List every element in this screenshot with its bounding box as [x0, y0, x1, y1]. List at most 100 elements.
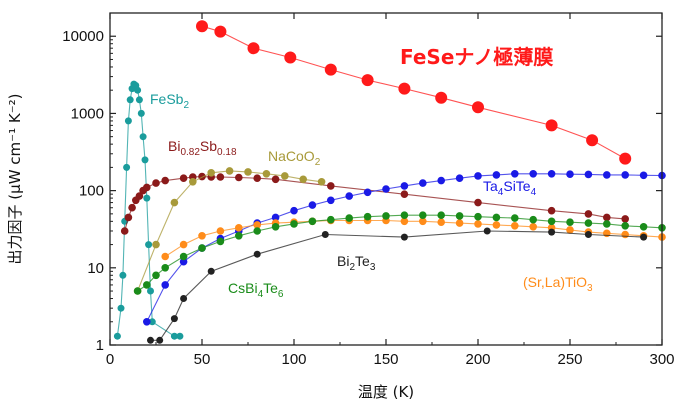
- data-point: [455, 219, 464, 227]
- data-point: [363, 212, 372, 221]
- data-point: [621, 222, 629, 230]
- data-point: [133, 287, 142, 295]
- x-tick-label: 250: [557, 351, 582, 368]
- data-point: [327, 215, 335, 224]
- data-point: [621, 215, 629, 223]
- data-point: [492, 221, 501, 229]
- x-tick-label: 200: [465, 351, 490, 368]
- data-point: [398, 82, 411, 95]
- data-point: [161, 281, 169, 289]
- data-point: [455, 212, 464, 220]
- data-point: [284, 51, 297, 64]
- series-7: [147, 227, 648, 344]
- data-point: [603, 171, 611, 179]
- data-point: [253, 174, 261, 182]
- data-point: [179, 174, 188, 182]
- data-point: [455, 174, 464, 182]
- series-label-fesb2: FeSb2: [150, 91, 189, 111]
- data-point: [207, 169, 215, 177]
- data-point: [225, 167, 234, 175]
- data-point: [216, 173, 225, 181]
- data-point: [437, 218, 446, 226]
- data-point: [119, 271, 127, 279]
- data-point: [198, 232, 206, 240]
- data-point: [492, 213, 501, 222]
- data-point: [621, 171, 629, 179]
- data-point: [189, 178, 197, 186]
- data-point: [161, 264, 169, 272]
- data-point: [126, 96, 134, 104]
- data-point: [281, 172, 289, 180]
- data-point: [640, 233, 648, 241]
- data-point: [492, 171, 501, 179]
- x-tick-label: 300: [649, 351, 674, 368]
- data-point: [327, 182, 335, 190]
- data-point: [271, 213, 280, 222]
- series-2: [120, 172, 629, 235]
- series-1: [113, 80, 184, 340]
- data-point: [400, 182, 409, 190]
- data-point: [529, 170, 537, 178]
- data-point: [361, 74, 374, 87]
- data-point: [382, 212, 390, 220]
- data-point: [143, 318, 151, 326]
- data-point: [400, 211, 409, 219]
- data-point: [143, 194, 151, 202]
- bisb-base1: Bi: [168, 138, 180, 154]
- y-tick-label: 1: [96, 337, 104, 354]
- data-point: [271, 223, 280, 231]
- series-label-tasite: Ta4SiTe4: [483, 178, 537, 198]
- series-4: [143, 170, 666, 326]
- series-label-nacoo2: NaCoO2: [268, 148, 321, 168]
- series-line: [150, 230, 644, 341]
- data-point: [483, 227, 491, 235]
- data-point: [472, 101, 484, 114]
- data-point: [547, 217, 556, 226]
- data-point: [253, 227, 261, 235]
- data-point: [179, 257, 188, 266]
- data-point: [196, 20, 208, 33]
- data-point: [584, 170, 593, 179]
- bisb-sub2: 0.18: [217, 147, 237, 158]
- data-point: [147, 287, 154, 295]
- data-point: [308, 217, 317, 226]
- y-axis-title: 出力因子 (μW cm⁻¹ K⁻²): [6, 94, 24, 265]
- data-point: [123, 163, 131, 171]
- data-point: [135, 192, 144, 200]
- data-point: [419, 217, 427, 226]
- data-point: [143, 281, 151, 289]
- data-point: [566, 226, 574, 234]
- data-point: [584, 219, 593, 227]
- data-point: [584, 210, 593, 218]
- data-point: [179, 252, 188, 261]
- bi2te3-base1: Bi: [337, 253, 349, 269]
- bisb-base2: Sb: [200, 138, 217, 154]
- data-point: [235, 232, 243, 240]
- series-0: [196, 20, 632, 165]
- data-point: [511, 170, 519, 178]
- data-point: [321, 231, 329, 238]
- data-point: [180, 295, 188, 302]
- data-point: [437, 176, 446, 185]
- data-point: [271, 175, 280, 184]
- data-point: [290, 206, 298, 215]
- data-point: [143, 183, 151, 192]
- bisb-sub1: 0.82: [180, 147, 200, 158]
- srlatio3-sub: 3: [587, 283, 593, 294]
- tasite-base2: SiTe: [503, 178, 530, 194]
- data-point: [170, 198, 179, 207]
- y-tick-label: 10000: [62, 28, 104, 45]
- data-point: [120, 227, 129, 235]
- data-point: [317, 178, 326, 186]
- data-point: [382, 185, 390, 193]
- tasite-sub1: 4: [498, 187, 504, 198]
- data-point: [400, 217, 409, 226]
- data-point: [134, 86, 142, 94]
- data-point: [198, 244, 206, 252]
- data-point: [437, 211, 446, 219]
- data-point: [179, 240, 188, 249]
- data-point: [419, 211, 427, 219]
- data-point: [216, 227, 225, 235]
- x-tick-label: 0: [106, 351, 114, 368]
- csbite-sub2: 6: [278, 289, 284, 300]
